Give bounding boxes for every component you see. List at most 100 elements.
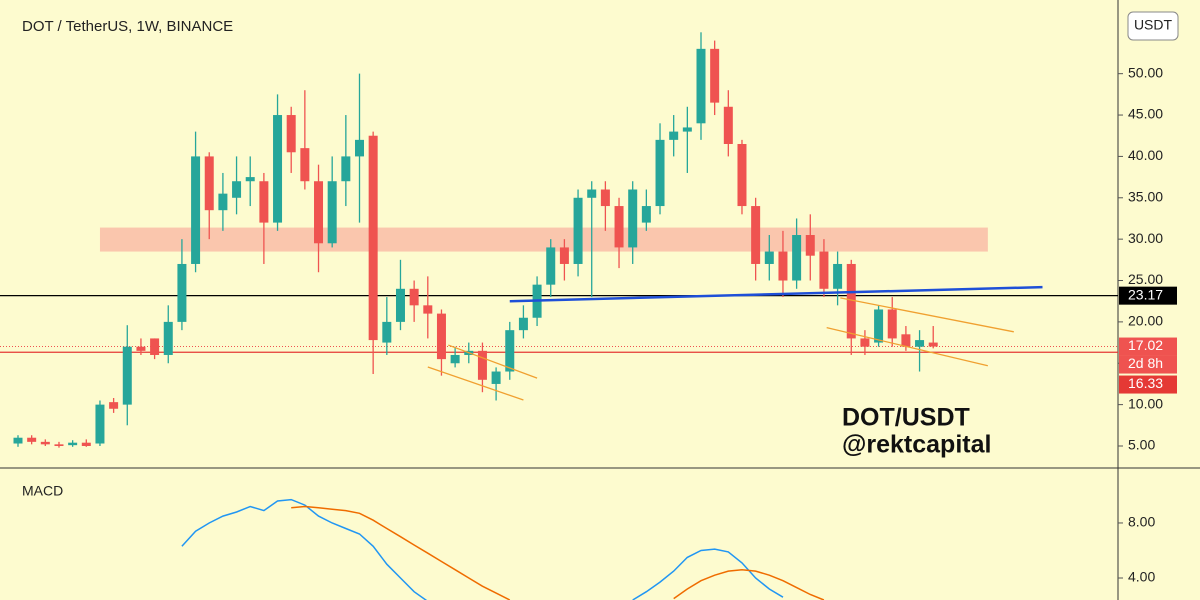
candle-body: [409, 288, 419, 306]
macd-line: [181, 498, 784, 600]
candle-body: [355, 139, 364, 157]
candle-body: [136, 346, 146, 351]
candle-body: [819, 251, 829, 289]
candle-body: [109, 402, 119, 409]
y-tick-label: 40.00: [1128, 147, 1163, 163]
candle-body: [628, 189, 638, 248]
y-tick-label: 35.00: [1128, 188, 1163, 204]
candle-body: [423, 305, 433, 314]
price-label: 23.17: [1128, 286, 1163, 302]
candle-body: [382, 321, 392, 343]
y-tick-label: 45.00: [1128, 106, 1163, 122]
macd-line: [291, 505, 825, 600]
candle-body: [81, 442, 91, 446]
candle-body: [177, 263, 187, 322]
candle-body: [204, 156, 214, 211]
price-axis: 5.0010.0015.0020.0025.0030.0035.0040.004…: [1118, 64, 1177, 585]
candle-body: [368, 135, 378, 341]
trendline: [826, 327, 989, 367]
annotation: @rektcapital: [842, 431, 991, 459]
trendline: [448, 344, 538, 379]
candle-body: [587, 189, 597, 198]
candle-body: [95, 404, 105, 444]
candle-body: [573, 197, 583, 264]
candle-body: [546, 247, 556, 285]
macd-pane: [181, 498, 825, 600]
candle-body: [150, 338, 160, 355]
candle-body: [68, 442, 78, 446]
y-tick-label: 5.00: [1128, 437, 1155, 453]
candle-body: [245, 177, 255, 182]
candle-body: [833, 263, 843, 289]
y-tick-label: 8.00: [1128, 514, 1155, 530]
trendline: [509, 285, 1043, 303]
chart-title: DOT / TetherUS, 1W, BINANCE: [22, 18, 233, 35]
candle-body: [696, 48, 706, 124]
candle-body: [874, 309, 884, 343]
y-tick-label: 30.00: [1128, 230, 1163, 246]
candle-body: [54, 444, 64, 446]
candle-body: [655, 139, 665, 207]
currency[interactable]: USDT: [1134, 17, 1173, 33]
candle-body: [559, 247, 569, 264]
annotation: DOT/USDT: [842, 404, 970, 432]
zone: [99, 227, 988, 252]
candle-body: [901, 334, 911, 347]
macd-title: MACD: [22, 483, 63, 499]
candle-body: [737, 143, 747, 207]
candle-body: [341, 156, 351, 182]
currency-box[interactable]: [1127, 11, 1179, 41]
candle-body: [163, 321, 173, 355]
candle-body: [491, 371, 501, 384]
candle-body: [27, 437, 37, 442]
y-tick-label: 25.00: [1128, 271, 1163, 287]
last-price-label-box: [1119, 337, 1177, 356]
candle-body: [846, 263, 856, 339]
candle-body: [518, 317, 528, 331]
candle-body: [778, 251, 788, 281]
candle-body: [751, 206, 761, 264]
candle-body: [710, 48, 720, 103]
candle-body: [232, 181, 242, 198]
y-tick-label: 20.00: [1128, 313, 1163, 329]
price-label-box: [1119, 375, 1177, 394]
candle-body: [723, 106, 733, 144]
trendline: [840, 297, 1014, 333]
price-label-box: [1119, 286, 1177, 305]
candle-body: [641, 206, 651, 223]
price-label: 16.33: [1128, 375, 1163, 391]
countdown: 2d 8h: [1128, 355, 1163, 371]
candle-body: [505, 330, 515, 372]
candle-body: [327, 181, 337, 244]
candle-body: [477, 350, 487, 380]
candle-body: [191, 156, 201, 264]
candle-body: [314, 181, 324, 244]
y-tick-label: 10.00: [1128, 395, 1163, 411]
candle-body: [259, 181, 269, 223]
candle-body: [764, 251, 774, 264]
candle-body: [218, 193, 228, 211]
candle-body: [273, 115, 283, 223]
candle-body: [286, 115, 296, 153]
candle-body: [887, 309, 897, 339]
candle-body: [928, 342, 938, 347]
candle-body: [614, 206, 624, 248]
candle-body: [436, 313, 446, 360]
candle-body: [395, 288, 405, 322]
candle-body: [805, 235, 815, 256]
candle-body: [682, 127, 692, 132]
last-price-label: 17.02: [1128, 337, 1163, 353]
y-tick-label: 50.00: [1128, 64, 1163, 80]
candle-body: [792, 235, 802, 281]
y-tick-label: 4.00: [1128, 569, 1155, 585]
candle-body: [600, 189, 610, 207]
candle-body: [915, 340, 925, 347]
trendline: [427, 366, 524, 401]
candle-body: [300, 148, 310, 182]
candle-body: [860, 338, 870, 347]
candle-body: [122, 346, 132, 405]
countdown-box: [1119, 355, 1177, 374]
candle-body: [669, 131, 679, 140]
candle-body: [450, 354, 460, 364]
